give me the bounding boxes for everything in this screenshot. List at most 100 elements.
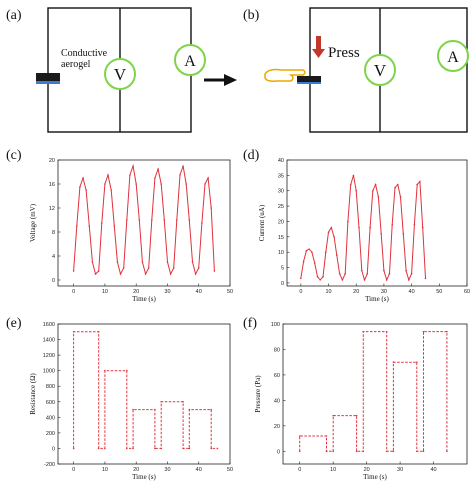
data-point (185, 183, 188, 185)
data-point (82, 177, 84, 179)
x-tick-label: 30 (164, 289, 170, 295)
data-point (210, 447, 213, 450)
resistance-chart: 0 10 20 30 40 50 -200 0 200 400 600 800 1000 1200 1400… (29, 322, 233, 481)
data-point (385, 450, 388, 453)
series-line (73, 164, 215, 276)
data-point (300, 277, 302, 280)
hand-icon (264, 68, 306, 82)
data-point (160, 400, 162, 403)
data-point (88, 225, 91, 227)
data-point (410, 272, 413, 275)
data-point (119, 273, 122, 275)
x-tick-label: 40 (430, 467, 436, 473)
circuit-b-diagram: Press V A (264, 7, 469, 133)
x-tick-label: 0 (72, 289, 75, 295)
y-tick-label: 400 (46, 415, 55, 421)
data-point (104, 447, 106, 450)
data-point (366, 272, 369, 275)
press-arrow-head (312, 49, 325, 58)
data-point (336, 254, 338, 257)
data-point (138, 219, 141, 221)
x-tick-label: 10 (102, 289, 108, 295)
data-point (79, 186, 81, 188)
data-point (416, 361, 418, 363)
data-point (358, 226, 360, 229)
panel-e-label: (e) (6, 316, 22, 331)
data-point (408, 279, 410, 281)
y-tick-label: 40 (274, 398, 280, 404)
data-point (338, 272, 341, 275)
data-point (316, 275, 319, 278)
current-chart: 0 10 20 30 40 50 60 0 5 10 15 20 25 30 35 40 Time (s) Cur… (258, 158, 470, 303)
x-axis-label: Time (s) (365, 295, 389, 303)
data-point (141, 261, 144, 263)
data-point (319, 279, 322, 281)
voltmeter-a (104, 58, 136, 90)
x-tick-label: 10 (102, 467, 108, 473)
data-point (330, 226, 333, 229)
data-point (424, 277, 427, 280)
data-point (188, 408, 191, 411)
data-point (422, 450, 425, 453)
panel-b-label: (b) (243, 8, 260, 23)
data-point (347, 220, 349, 223)
panel-c-label: (c) (6, 148, 22, 163)
data-point (372, 189, 374, 192)
data-point (352, 174, 355, 177)
data-point (298, 435, 301, 437)
data-point (176, 219, 178, 221)
voltmeter-b (364, 54, 396, 86)
data-point (332, 414, 334, 417)
y-tick-label: 35 (278, 173, 284, 179)
data-point (122, 267, 125, 269)
data-point (362, 330, 365, 333)
data-point (383, 269, 385, 272)
data-point (179, 174, 181, 176)
data-point (129, 174, 131, 176)
data-point (182, 400, 184, 403)
x-tick-label: 20 (364, 467, 370, 473)
x-tick-label: 0 (298, 467, 301, 473)
aerogel-sample (36, 73, 60, 83)
data-point (405, 269, 407, 272)
data-point (132, 408, 134, 411)
data-point (166, 261, 169, 263)
data-point (107, 174, 109, 176)
data-point (172, 267, 175, 269)
data-point (154, 408, 156, 411)
data-point (392, 361, 395, 363)
data-point (399, 196, 402, 198)
data-point (419, 180, 421, 183)
data-point (163, 219, 166, 221)
data-point (151, 219, 153, 221)
data-point (422, 330, 425, 333)
data-point (97, 330, 100, 333)
data-point (380, 232, 382, 235)
transition-arrow-head (224, 74, 237, 86)
y-tick-label: -200 (44, 462, 55, 468)
data-point (182, 165, 184, 167)
data-point (377, 196, 380, 198)
x-tick-label: 20 (133, 289, 139, 295)
pressed-sample (297, 76, 321, 82)
data-point (313, 262, 316, 264)
data-point (160, 447, 162, 450)
y-tick-label: 600 (46, 400, 55, 406)
data-point (369, 226, 371, 229)
y-tick-label: 5 (281, 266, 284, 272)
data-point (113, 225, 116, 227)
y-tick-label: 60 (274, 373, 280, 379)
aerogel-sample-edge (36, 81, 60, 84)
y-tick-label: 15 (278, 235, 284, 241)
x-tick-label: 20 (133, 467, 139, 473)
data-point (94, 273, 97, 275)
y-tick-label: 800 (46, 384, 55, 390)
x-tick-label: 50 (436, 289, 442, 295)
data-point (325, 450, 328, 453)
data-point (355, 189, 358, 192)
data-point (160, 183, 162, 185)
data-point (325, 435, 328, 437)
x-axis-label: Time (s) (363, 473, 387, 481)
panel-b: (b) Press V A (237, 0, 474, 140)
data-point (157, 168, 159, 170)
